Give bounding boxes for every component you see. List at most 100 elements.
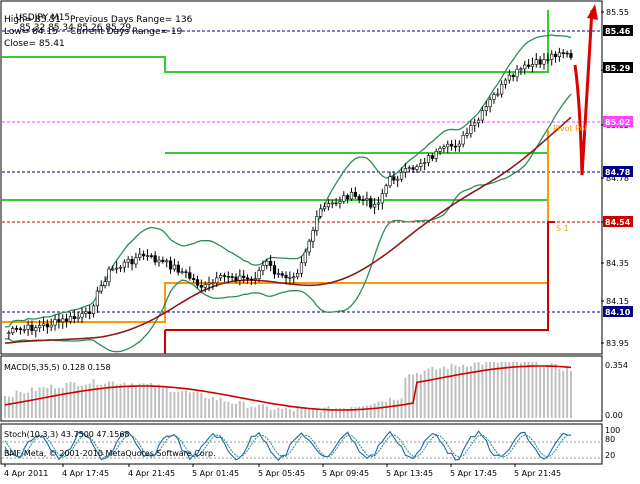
candle-body bbox=[249, 278, 254, 281]
forecast-arrow bbox=[573, 4, 598, 176]
candle-body bbox=[238, 275, 242, 281]
macd-bar bbox=[142, 383, 145, 418]
candle-body bbox=[569, 53, 573, 58]
candle-body bbox=[126, 259, 130, 263]
macd-bar bbox=[269, 409, 272, 418]
candle-body bbox=[172, 264, 177, 270]
macd-bar bbox=[400, 398, 403, 418]
macd-bar bbox=[492, 362, 495, 418]
candle-body bbox=[469, 125, 473, 134]
macd-bar bbox=[231, 403, 234, 418]
candle-body bbox=[188, 272, 192, 279]
candle-body bbox=[168, 260, 173, 270]
macd-bar bbox=[373, 403, 376, 418]
stoch-pane-frame bbox=[0, 423, 603, 465]
time-label: 5 Apr 01:45 bbox=[192, 469, 239, 478]
candle-body bbox=[257, 270, 261, 279]
candle-body bbox=[134, 257, 138, 265]
macd-bar bbox=[38, 387, 41, 418]
candle-body bbox=[30, 324, 34, 332]
macd-bar bbox=[281, 408, 284, 418]
pivot-label: Pivot Poi bbox=[553, 124, 587, 133]
macd-bar bbox=[554, 363, 557, 418]
candle-body bbox=[496, 93, 500, 96]
price-tag-box bbox=[603, 216, 633, 227]
macd-bar bbox=[127, 385, 130, 418]
candle-body bbox=[488, 99, 492, 108]
macd-bar bbox=[423, 370, 426, 418]
moving-average bbox=[5, 116, 572, 344]
macd-bar bbox=[7, 396, 10, 418]
candle-body bbox=[280, 273, 284, 276]
candle-body bbox=[376, 202, 381, 205]
macd-indicator bbox=[4, 362, 572, 418]
candle-body bbox=[430, 155, 434, 159]
candle-body bbox=[215, 277, 219, 284]
candle-body bbox=[307, 240, 311, 253]
candle-body bbox=[342, 195, 346, 202]
price-scale-label: 84.78 bbox=[606, 174, 629, 183]
candle-body bbox=[22, 329, 26, 331]
macd-bar bbox=[369, 404, 372, 418]
macd-bar bbox=[254, 407, 257, 418]
candle-body bbox=[142, 253, 146, 257]
time-label: 4 Apr 17:45 bbox=[62, 469, 109, 478]
candle-body bbox=[88, 311, 92, 314]
candle-body bbox=[138, 253, 142, 259]
macd-bar bbox=[342, 407, 345, 418]
candle-body bbox=[550, 53, 554, 60]
macd-pane-frame bbox=[0, 355, 603, 422]
candle-body bbox=[53, 319, 57, 326]
candle-body bbox=[161, 259, 165, 262]
price-tag-text: 84.78 bbox=[605, 168, 631, 177]
candle-body bbox=[407, 167, 411, 169]
candle-body bbox=[526, 64, 531, 67]
candle-body bbox=[91, 305, 96, 314]
candle-body bbox=[99, 285, 103, 292]
macd-bar bbox=[527, 362, 530, 418]
candle-body bbox=[57, 319, 61, 323]
macd-bar bbox=[177, 391, 180, 418]
macd-bar bbox=[546, 364, 549, 418]
macd-bar bbox=[192, 392, 195, 418]
candle-body bbox=[180, 271, 184, 274]
candle-body bbox=[211, 282, 215, 285]
candle-body bbox=[7, 332, 11, 335]
macd-bar bbox=[350, 406, 353, 418]
macd-bar bbox=[346, 408, 349, 418]
candle-body bbox=[353, 191, 357, 197]
macd-bar bbox=[211, 396, 214, 418]
candle-body bbox=[503, 79, 508, 85]
candle-body bbox=[461, 134, 465, 145]
candle-body bbox=[315, 216, 319, 231]
macd-bar bbox=[408, 374, 411, 418]
candle-body bbox=[419, 163, 423, 167]
macd-bar bbox=[131, 383, 134, 418]
macd-bar bbox=[196, 391, 199, 418]
candle-body bbox=[299, 262, 304, 274]
macd-bar bbox=[558, 368, 561, 418]
candle-body bbox=[557, 52, 561, 57]
macd-bar bbox=[15, 390, 18, 418]
candle-body bbox=[192, 278, 196, 280]
candle-body bbox=[453, 145, 458, 148]
macd-bar bbox=[288, 409, 291, 418]
candle-body bbox=[122, 261, 126, 268]
candle-body bbox=[38, 325, 42, 329]
candle-body bbox=[384, 185, 388, 195]
price-tag-text: 84.10 bbox=[605, 308, 631, 317]
candle-body bbox=[49, 324, 53, 328]
candle-body bbox=[480, 110, 485, 121]
candle-body bbox=[145, 255, 150, 257]
candle-body bbox=[226, 275, 230, 278]
candle-body bbox=[446, 143, 450, 148]
stoch-main-line bbox=[4, 430, 572, 462]
time-label: 5 Apr 13:45 bbox=[386, 469, 433, 478]
candle-body bbox=[392, 176, 396, 181]
macd-bar bbox=[200, 393, 203, 418]
macd-bar bbox=[362, 406, 365, 418]
macd-bar bbox=[531, 362, 534, 418]
copyright-text: BMF-Meta, © 2001-2010 MetaQuotes Softwar… bbox=[4, 449, 216, 458]
